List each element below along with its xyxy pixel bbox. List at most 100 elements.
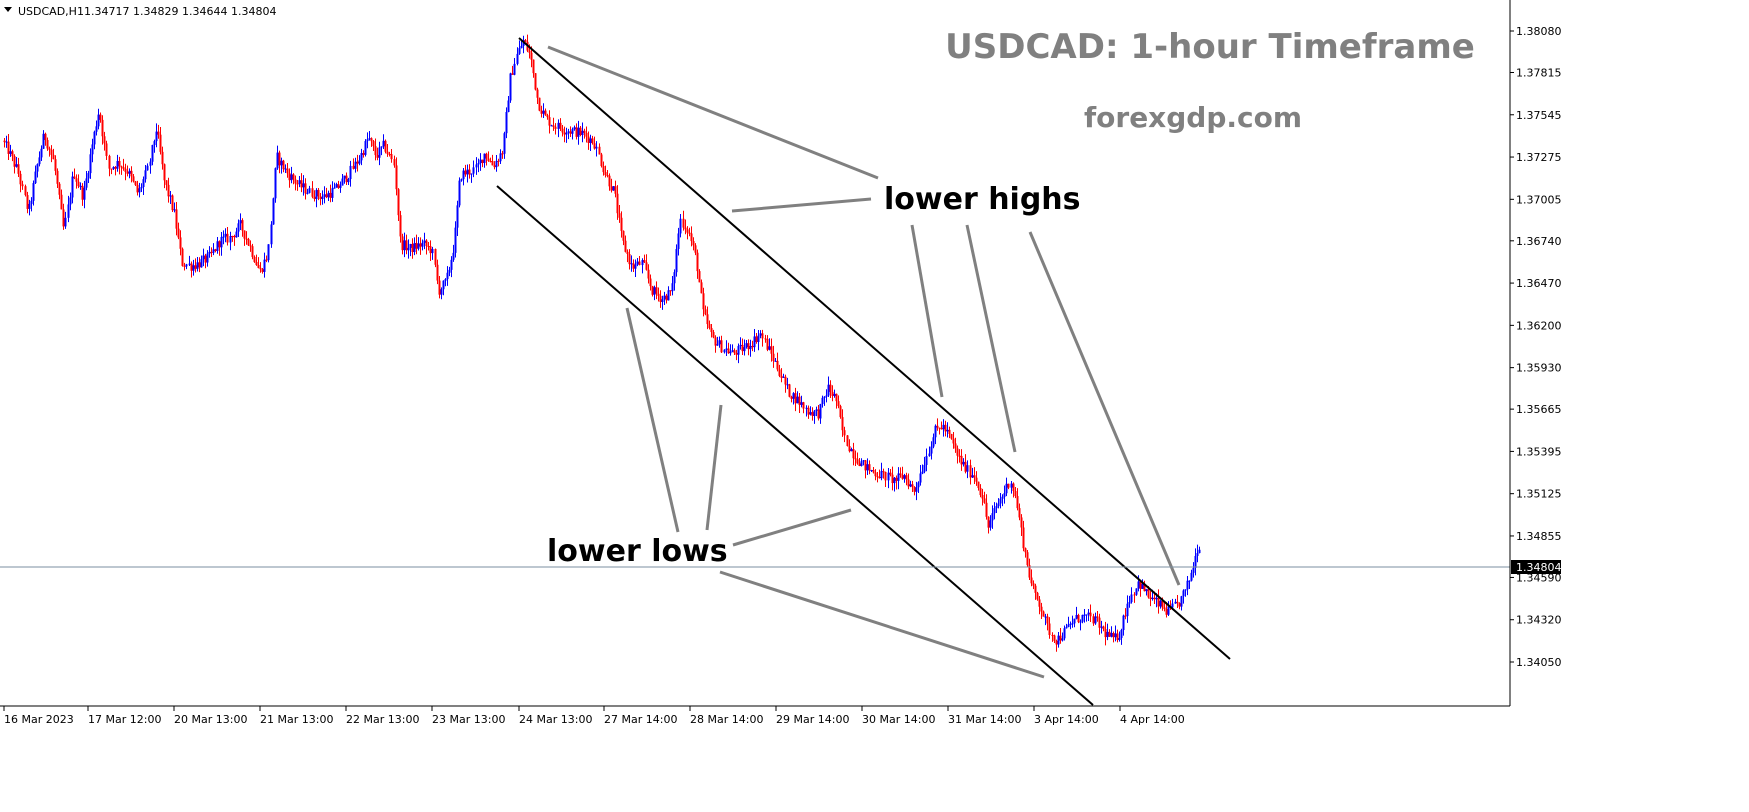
bullish-candle [446, 272, 449, 280]
bullish-candle [809, 412, 812, 415]
time-tick-label: 20 Mar 13:00 [174, 713, 247, 726]
bearish-candle [530, 52, 533, 60]
bearish-candle [950, 433, 953, 439]
bearish-candle [132, 176, 135, 182]
bearish-candle [251, 246, 254, 257]
bearish-candle [973, 475, 976, 478]
bearish-candle [73, 176, 76, 179]
bullish-candle [737, 345, 740, 355]
bearish-candle [979, 487, 982, 496]
bearish-candle [780, 375, 783, 378]
bearish-candle [56, 170, 59, 184]
bearish-candle [103, 136, 106, 144]
bullish-candle [673, 272, 676, 284]
bearish-candle [585, 132, 588, 137]
bullish-candle [663, 295, 666, 300]
bearish-candle [659, 295, 662, 303]
bearish-candle [524, 40, 527, 42]
price-tick-label: 1.34320 [1516, 614, 1562, 627]
ohlc-values: 1.34717 1.34829 1.34644 1.34804 [84, 5, 276, 18]
bearish-candle [1032, 583, 1035, 586]
price-tick-label: 1.37545 [1516, 109, 1562, 122]
bearish-candle [46, 140, 49, 149]
bullish-candle [677, 233, 680, 249]
bullish-candle [893, 477, 896, 484]
bearish-candle [48, 148, 51, 150]
symbol-menu-triangle-icon[interactable] [4, 7, 12, 12]
bullish-candle [641, 260, 644, 266]
bearish-candle [964, 461, 967, 472]
bullish-candle [757, 335, 760, 342]
bullish-candle [513, 63, 516, 75]
bearish-candle [1016, 496, 1019, 509]
bullish-candle [368, 138, 371, 140]
bullish-candle [897, 473, 900, 481]
price-tick-label: 1.36740 [1516, 235, 1562, 248]
bullish-candle [202, 255, 205, 260]
bearish-candle [60, 194, 63, 210]
bearish-candle [427, 246, 430, 248]
pointer-lower-highs-d [965, 224, 1017, 453]
bearish-candle [1053, 635, 1056, 641]
bullish-candle [833, 393, 836, 396]
bearish-candle [1112, 632, 1115, 638]
bearish-candle [345, 175, 348, 183]
bearish-candle [696, 252, 699, 272]
bullish-candle [630, 263, 633, 265]
bearish-candle [110, 168, 113, 170]
bearish-candle [50, 149, 53, 155]
bearish-candle [161, 151, 164, 165]
bearish-candle [313, 196, 316, 199]
bullish-candle [745, 343, 748, 348]
bearish-candle [24, 186, 27, 196]
bearish-candle [987, 516, 990, 528]
bearish-candle [598, 146, 601, 155]
bullish-candle [786, 384, 789, 386]
bullish-candle [237, 223, 240, 232]
bearish-candle [397, 189, 400, 216]
bearish-candle [26, 195, 29, 209]
channel-lines [496, 37, 1231, 706]
bullish-candle [308, 188, 311, 193]
bullish-candle [1182, 590, 1185, 597]
bearish-candle [286, 168, 289, 174]
bullish-candle [1155, 597, 1158, 600]
bullish-candle [800, 402, 803, 405]
bearish-candle [190, 263, 193, 271]
bearish-candle [233, 236, 236, 238]
bullish-candle [903, 475, 906, 479]
bullish-candle [557, 122, 560, 129]
bearish-candle [294, 179, 297, 184]
bearish-candle [702, 293, 705, 310]
pointer-lower-lows-a [625, 307, 680, 533]
bullish-candle [42, 133, 45, 149]
bearish-candle [579, 127, 582, 136]
bearish-candle [846, 435, 849, 447]
bearish-candle [614, 186, 617, 194]
bullish-candle [360, 153, 363, 161]
bullish-candle [1061, 638, 1064, 641]
bearish-candle [130, 170, 133, 177]
bullish-candle [612, 186, 615, 191]
bearish-candle [766, 338, 769, 350]
bullish-candle [971, 475, 974, 478]
bullish-candle [331, 188, 334, 198]
bullish-candle [589, 138, 592, 143]
bullish-candle [196, 262, 199, 269]
bearish-candle [296, 183, 299, 185]
bullish-candle [79, 185, 82, 187]
bullish-candle [421, 242, 424, 247]
bullish-candle [155, 131, 158, 142]
chart-title: USDCAD: 1-hour Timeframe [945, 27, 1475, 67]
bullish-candle [423, 240, 426, 243]
bullish-candle [782, 376, 785, 378]
bearish-candle [386, 151, 389, 154]
bullish-candle [1198, 549, 1201, 554]
bearish-candle [1147, 589, 1150, 598]
bearish-candle [981, 495, 984, 499]
bullish-candle [917, 482, 920, 488]
bearish-candle [544, 110, 547, 116]
bullish-candle [358, 160, 361, 164]
bearish-candle [1024, 548, 1027, 553]
bearish-candle [167, 184, 170, 197]
